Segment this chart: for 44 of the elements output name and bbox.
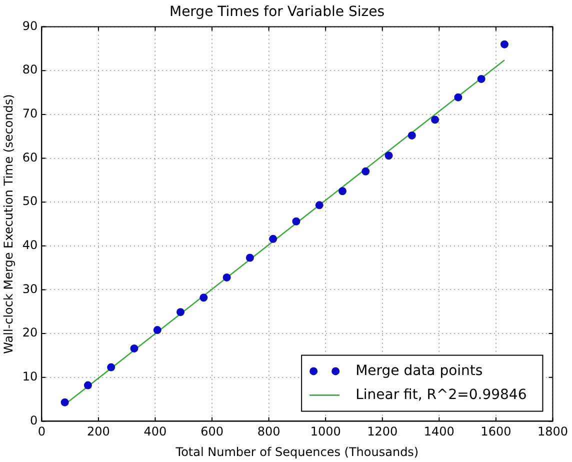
point	[315, 201, 324, 210]
point	[176, 308, 185, 316]
point	[153, 326, 162, 334]
x-axis-title: Total Number of Sequences (Thousands)	[174, 444, 419, 459]
x-tick-label: 200	[87, 424, 110, 439]
point	[431, 116, 440, 124]
legend-label: Linear fit, R^2=0.99846	[356, 386, 527, 403]
point	[292, 217, 300, 226]
point	[130, 344, 138, 352]
point	[222, 273, 231, 282]
point	[408, 131, 416, 140]
y-tick-label: 10	[22, 370, 38, 384]
point	[477, 74, 486, 83]
x-tick-label: 1000	[310, 424, 341, 439]
point	[107, 363, 116, 372]
point	[84, 381, 92, 390]
point	[246, 254, 254, 262]
y-tick-label: 0	[30, 413, 38, 428]
y-axis-title: Wall-clock Merge Execution Time (seconds)	[1, 94, 16, 354]
x-tick-label: 800	[257, 424, 280, 439]
point	[60, 398, 69, 406]
y-tick-label: 30	[22, 282, 38, 296]
y-tick-label: 20	[22, 326, 38, 340]
y-tick-label: 50	[22, 194, 38, 208]
y-tick-label: 90	[22, 18, 38, 33]
x-tick-label: 1600	[480, 424, 512, 439]
point	[200, 294, 208, 302]
legend-label: Merge data points	[356, 362, 483, 379]
x-tick-label: 1800	[537, 424, 568, 439]
chart-title: Merge Times for Variable Sizes	[169, 4, 385, 20]
x-tick-label: 1200	[367, 424, 398, 439]
x-tick-label: 600	[200, 424, 224, 439]
point	[454, 93, 462, 102]
point	[338, 187, 346, 196]
y-tick-label: 70	[22, 106, 38, 121]
point	[269, 234, 278, 243]
point	[500, 40, 508, 48]
x-tick-label: 1400	[424, 424, 454, 439]
y-tick-label: 80	[22, 62, 38, 77]
x-tick-label: 400	[144, 424, 167, 439]
point	[362, 167, 370, 176]
y-tick-label: 60	[22, 150, 38, 164]
point	[384, 152, 393, 160]
y-tick-label: 40	[22, 238, 38, 252]
